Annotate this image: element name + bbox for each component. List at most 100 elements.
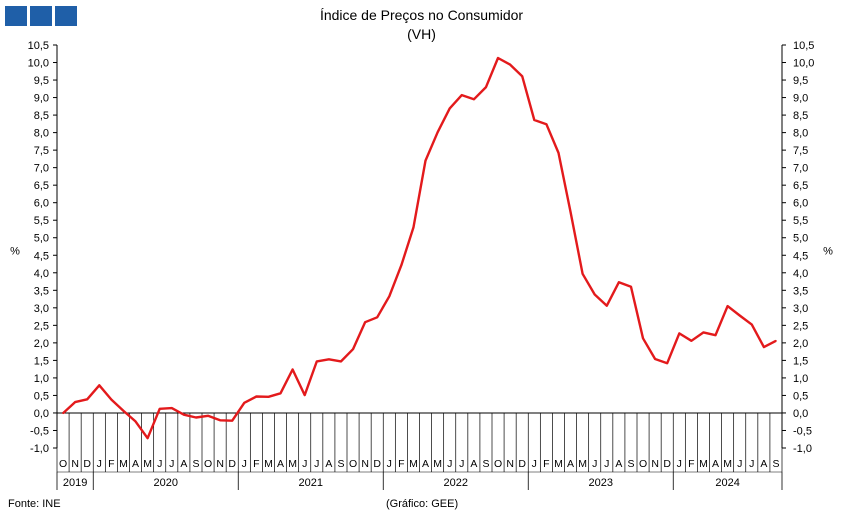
data-point [315, 360, 318, 363]
data-point [714, 334, 717, 336]
x-month-label: D [518, 458, 526, 470]
x-month-label: M [288, 458, 297, 470]
data-point [231, 419, 234, 422]
y-tick-label-right: 8,5 [793, 110, 808, 122]
data-point [388, 295, 391, 298]
x-year-label: 2022 [444, 477, 468, 489]
x-month-label: A [325, 458, 332, 470]
y-tick-label-left: 0,0 [34, 408, 49, 420]
x-month-label: F [543, 458, 549, 470]
logo-block-3 [55, 6, 77, 26]
y-tick-label-right: 7,5 [793, 145, 808, 157]
x-month-label: M [264, 458, 273, 470]
x-month-label: M [409, 458, 418, 470]
data-point [110, 398, 113, 401]
y-tick-label-right: 9,5 [793, 75, 808, 87]
logo-block-2 [30, 6, 52, 26]
y-tick-label-right: 4,5 [793, 250, 808, 262]
x-month-label: J [592, 458, 597, 470]
data-point [726, 305, 729, 307]
data-point [569, 211, 572, 213]
data-point [412, 226, 415, 229]
x-month-label: N [361, 458, 369, 470]
x-month-label: A [470, 458, 477, 470]
data-point [630, 286, 632, 288]
y-tick-label-left: 8,5 [34, 110, 49, 122]
y-tick-label-right: 5,0 [793, 233, 808, 245]
y-tick-label-left: 10,0 [28, 58, 49, 70]
credit-note: (Gráfico: GEE) [386, 498, 459, 510]
data-point [400, 264, 403, 266]
data-point [497, 57, 499, 59]
y-tick-label-left: 6,0 [34, 198, 49, 210]
x-month-label: F [398, 458, 404, 470]
data-point [557, 152, 560, 154]
data-point [352, 348, 354, 350]
y-tick-label-right: 4,0 [793, 268, 808, 280]
y-tick-label-left: 3,5 [34, 285, 49, 297]
data-point [738, 314, 741, 317]
x-month-label: J [314, 458, 319, 470]
y-tick-label-left: 6,5 [34, 180, 49, 192]
y-tick-label-left: 0,5 [34, 390, 49, 402]
data-point [134, 420, 137, 423]
x-month-label: O [59, 458, 67, 470]
data-point [533, 119, 536, 121]
data-point [581, 273, 584, 275]
x-month-label: N [71, 458, 79, 470]
y-axis-title-left: % [10, 246, 20, 258]
data-point [255, 395, 258, 398]
data-point [642, 337, 644, 340]
data-point [74, 401, 76, 403]
series-line [62, 56, 777, 440]
x-month-label: M [554, 458, 563, 470]
y-tick-label-right: 5,5 [793, 215, 808, 227]
x-month-label: M [143, 458, 152, 470]
data-point [605, 304, 608, 307]
y-tick-label-right: 10,5 [793, 40, 814, 52]
y-tick-label-left: 4,5 [34, 250, 49, 262]
axes-group: -1,0 -1,0 -0,5 -0,5 0,0 0,0 0,5 0,5 1,0 1,0 1,5 1,5… [10, 40, 833, 490]
x-month-label: J [387, 458, 392, 470]
x-year-label: 2019 [63, 477, 87, 489]
y-tick-label-left: 5,5 [34, 215, 49, 227]
data-point [243, 401, 246, 404]
x-month-label: S [482, 458, 489, 470]
x-month-label: S [337, 458, 344, 470]
data-point [267, 396, 270, 398]
y-tick-label-right: 0,0 [793, 408, 808, 420]
x-month-label: N [651, 458, 659, 470]
x-month-label: F [108, 458, 114, 470]
x-month-label: M [433, 458, 442, 470]
logo-block-1 [5, 6, 27, 26]
x-year-label: 2021 [299, 477, 323, 489]
y-tick-label-left: 9,0 [34, 93, 49, 105]
x-month-label: D [83, 458, 91, 470]
y-tick-label-right: 6,5 [793, 180, 808, 192]
x-month-label: O [639, 458, 647, 470]
x-month-label: D [228, 458, 236, 470]
x-month-label: N [216, 458, 224, 470]
x-month-label: J [242, 458, 247, 470]
x-month-label: J [532, 458, 537, 470]
y-tick-label-right: 6,0 [793, 198, 808, 210]
data-point [509, 63, 511, 66]
x-month-label: F [688, 458, 694, 470]
y-tick-label-left: 5,0 [34, 233, 49, 245]
x-month-label: D [373, 458, 381, 470]
y-tick-label-left: 7,5 [34, 145, 49, 157]
plot-group [62, 56, 777, 440]
x-month-label: J [302, 458, 307, 470]
y-axis-title-right: % [823, 246, 833, 258]
x-month-label: F [253, 458, 259, 470]
data-point [183, 413, 185, 416]
data-point [146, 437, 149, 439]
y-tick-label-right: 3,0 [793, 303, 808, 315]
x-month-label: J [97, 458, 102, 470]
x-month-label: J [604, 458, 609, 470]
data-point [364, 321, 366, 323]
data-point [328, 358, 330, 361]
data-point [690, 339, 693, 342]
